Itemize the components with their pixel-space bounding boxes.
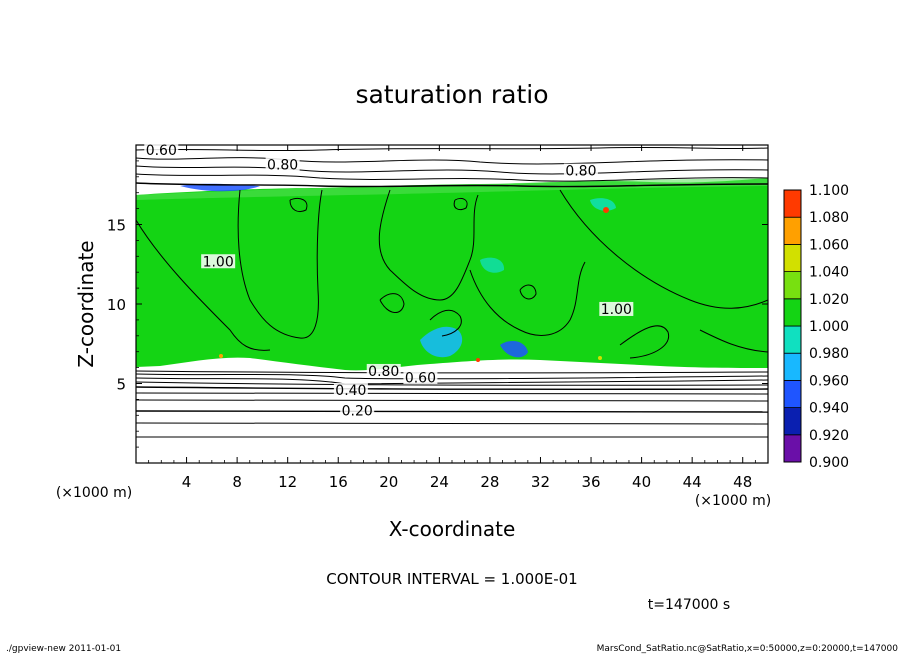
contour-label: 0.40 (335, 383, 366, 399)
x-tick-label: 20 (379, 473, 398, 491)
chart-title: saturation ratio (355, 80, 548, 109)
plot-area (136, 145, 768, 463)
x-tick-label: 12 (278, 473, 297, 491)
colorbar-tick-label: 1.080 (809, 210, 849, 226)
x-tick-label: 32 (531, 473, 550, 491)
colorbar-swatch (783, 216, 802, 245)
x-unit-label-left: (×1000 m) (56, 485, 132, 501)
y-tick-label: 15 (107, 217, 126, 235)
contour-label: 0.60 (405, 370, 436, 386)
colorbar-tick-label: 0.980 (809, 346, 849, 362)
contour-label-background (599, 301, 634, 316)
footer-right: MarsCond_SatRatio.nc@SatRatio,x=0:50000,… (597, 644, 899, 654)
contour-label-background (563, 163, 598, 178)
footer-left: ./gpview-new 2011-01-01 (6, 644, 121, 654)
colorbar-tick-label: 1.020 (809, 292, 849, 308)
colorbar-tick-label: 0.900 (809, 455, 849, 471)
colorbar-tick-label: 0.960 (809, 373, 849, 389)
x-axis: 4 8 12 16 20 24 28 32 36 40 44 48 (148, 145, 756, 491)
x-tick-label: 48 (733, 473, 752, 491)
x-tick-label: 4 (182, 473, 192, 491)
subsaturated-patch (420, 326, 463, 358)
colorbar-tick-label: 0.920 (809, 428, 849, 444)
colorbar-swatch (783, 325, 802, 354)
supersaturated-speck (476, 358, 480, 362)
contour-interval-text: CONTOUR INTERVAL = 1.000E-01 (326, 570, 577, 588)
colorbar-swatch (783, 434, 802, 463)
x-tick-label: 8 (232, 473, 242, 491)
colorbar-swatch (783, 352, 802, 381)
contour-labels: 0.60 0.80 0.80 1.00 1.00 0.80 0.60 0.40 0.20 (144, 142, 634, 420)
colorbar-swatch (783, 407, 802, 436)
light-green-band (136, 178, 768, 200)
colorbar-tick-label: 1.000 (809, 319, 849, 335)
y-tick-label: 5 (116, 376, 126, 394)
contour-label-background (144, 142, 179, 157)
x-tick-label: 36 (581, 473, 600, 491)
colorbar-tick-label: 1.100 (809, 183, 849, 199)
contour-label-background (201, 254, 236, 269)
time-text: t=147000 s (648, 597, 730, 613)
y-axis-label: Z-coordinate (74, 240, 98, 367)
contour-label: 1.00 (601, 302, 632, 318)
contour-label-background (265, 157, 300, 172)
colorbar-tick-label: 1.060 (809, 237, 849, 253)
contour-label: 0.20 (342, 404, 373, 420)
colorbar-swatch (783, 298, 802, 327)
y-tick-label: 10 (107, 296, 126, 314)
mid-contour-lines (136, 189, 768, 359)
x-tick-label: 16 (329, 473, 348, 491)
contour-label-background (333, 383, 368, 398)
supersaturated-speck (219, 354, 223, 358)
subsaturated-patch (480, 257, 505, 273)
supersaturated-speck (598, 356, 602, 360)
subsaturated-patch (590, 198, 616, 211)
colorbar-frame (783, 189, 802, 463)
colorbar-swatch (783, 243, 802, 272)
colorbar-swatch (783, 271, 802, 300)
contour-label: 0.60 (146, 143, 177, 159)
x-tick-label: 28 (480, 473, 499, 491)
x-axis-label: X-coordinate (389, 517, 516, 541)
saturated-region (136, 178, 768, 371)
x-tick-label: 44 (683, 473, 702, 491)
contour-label-background (340, 403, 375, 418)
contour-label: 0.80 (267, 157, 298, 173)
y-axis: 5 10 15 (107, 160, 768, 448)
upper-contour-lines (136, 146, 768, 188)
colorbar-swatch (783, 379, 802, 408)
colorbar-tick-label: 0.940 (809, 401, 849, 417)
x-unit-label-right: (×1000 m) (695, 493, 771, 509)
contour-label-background (403, 370, 438, 385)
contour-label: 0.80 (565, 164, 596, 180)
x-tick-label: 24 (430, 473, 449, 491)
subsaturated-patch (500, 340, 528, 358)
colorbar-swatch (783, 189, 802, 218)
colorbar: 0.900 0.920 0.940 0.960 0.980 1.000 1.020 1.040… (783, 183, 849, 471)
contour-label-background (366, 363, 401, 378)
colorbar-tick-label: 1.040 (809, 265, 849, 281)
contour-label: 1.00 (203, 254, 234, 270)
x-tick-label: 40 (632, 473, 651, 491)
supersaturated-speck (603, 207, 609, 213)
contour-label: 0.80 (368, 364, 399, 380)
